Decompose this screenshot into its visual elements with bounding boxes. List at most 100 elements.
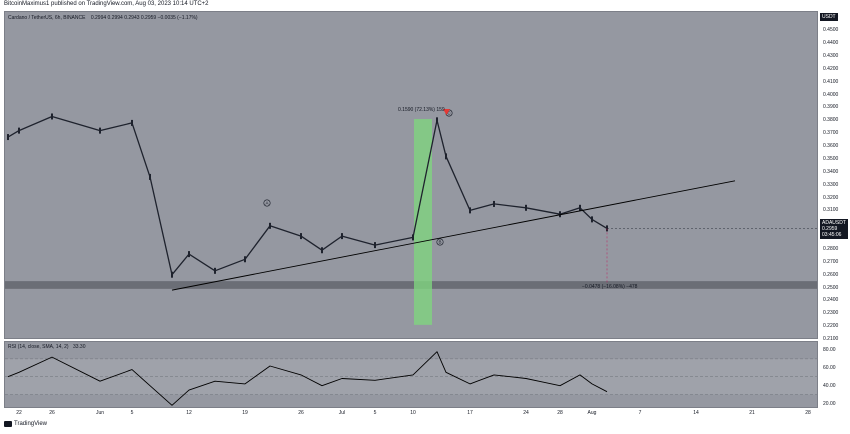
rsi-tick-label: 80.00 bbox=[823, 346, 836, 353]
time-tick-label: 28 bbox=[557, 410, 563, 416]
rsi-axis[interactable]: 80.00 60.00 40.00 20.00 bbox=[818, 341, 848, 408]
price-candle bbox=[269, 222, 271, 229]
price-tick-label: 0.2400 bbox=[823, 297, 839, 304]
price-candle bbox=[7, 134, 9, 141]
price-tick-label: 0.3700 bbox=[823, 130, 839, 137]
rsi-legend-value: 33.30 bbox=[72, 344, 86, 350]
price-axis[interactable]: 0.46000.45000.44000.43000.42000.41000.40… bbox=[818, 11, 848, 342]
price-candle bbox=[445, 153, 447, 160]
time-tick-label: 21 bbox=[749, 410, 755, 416]
price-candle bbox=[559, 211, 561, 218]
rsi-tick-label: 20.00 bbox=[823, 400, 836, 407]
price-tick-label: 0.2200 bbox=[823, 323, 839, 330]
top-marker-arrow bbox=[443, 109, 450, 115]
price-tick-label: 0.2300 bbox=[823, 310, 839, 317]
price-tick-label: 0.3800 bbox=[823, 117, 839, 124]
price-tick-label: 0.4200 bbox=[823, 65, 839, 72]
price-candle bbox=[149, 173, 151, 180]
price-candle bbox=[18, 127, 20, 134]
time-tick-label: 24 bbox=[523, 410, 529, 416]
tradingview-logo-icon bbox=[4, 421, 12, 427]
price-tick-label: 0.3300 bbox=[823, 181, 839, 188]
price-candle bbox=[214, 267, 216, 274]
price-tick-label: 0.4400 bbox=[823, 40, 839, 47]
top-measure-label: 0.1590 (72.13%) 159 bbox=[398, 107, 445, 113]
time-tick-label: 5 bbox=[373, 410, 377, 416]
ohlc-values: 0.2994 0.2994 0.2943 0.2959 −0.0035 (−1.… bbox=[90, 15, 198, 21]
price-tick-label: 0.3400 bbox=[823, 168, 839, 175]
price-candle bbox=[99, 127, 101, 134]
price-candle bbox=[341, 233, 343, 240]
wave-label-text: A bbox=[265, 201, 268, 206]
currency-unit-label: USDT bbox=[820, 13, 838, 21]
bottom-measure-label: −0.0478 (−16.08%) −478 bbox=[582, 284, 638, 290]
ascending-trendline bbox=[171, 180, 736, 291]
time-tick-label: Jul bbox=[338, 410, 346, 416]
time-tick-label: Aug bbox=[587, 410, 597, 416]
time-tick-label: Jun bbox=[95, 410, 105, 416]
price-tick-label: 0.4500 bbox=[823, 27, 839, 34]
time-tick-label: 14 bbox=[693, 410, 699, 416]
symbol-legend: Cardano / TetherUS, 6h, BINANCE 0.2994 0… bbox=[8, 15, 198, 21]
price-candle bbox=[493, 200, 495, 207]
rsi-legend-text: RSI (14, close, SMA, 14, 2) bbox=[8, 344, 69, 350]
price-candle bbox=[469, 207, 471, 214]
price-tick-label: 0.2500 bbox=[823, 284, 839, 291]
bar-countdown: 03:45:06 bbox=[822, 232, 842, 238]
time-tick-label: 26 bbox=[298, 410, 304, 416]
support-zone-band bbox=[5, 281, 817, 289]
current-price-label: ADAUSDT 0.2959 03:45:06 bbox=[820, 219, 848, 239]
wave-label-circle bbox=[263, 199, 271, 207]
price-candle bbox=[51, 113, 53, 120]
price-candle bbox=[525, 204, 527, 211]
price-candle bbox=[171, 271, 173, 278]
wave-label-circle bbox=[436, 238, 444, 246]
price-tick-label: 0.2800 bbox=[823, 245, 839, 252]
price-candle bbox=[591, 216, 593, 223]
price-candle bbox=[374, 242, 376, 249]
price-candle bbox=[321, 247, 323, 254]
time-tick-label: 10 bbox=[410, 410, 416, 416]
time-tick-label: 19 bbox=[242, 410, 248, 416]
time-tick-label: 22 bbox=[16, 410, 22, 416]
time-tick-label: 5 bbox=[130, 410, 134, 416]
price-tick-label: 0.3200 bbox=[823, 194, 839, 201]
symbol-name: Cardano / TetherUS, 6h, BINANCE bbox=[8, 15, 86, 21]
rsi-tick-label: 40.00 bbox=[823, 382, 836, 389]
time-tick-label: 7 bbox=[638, 410, 642, 416]
price-candle bbox=[131, 119, 133, 126]
rsi-legend: RSI (14, close, SMA, 14, 2) 33.30 bbox=[8, 344, 86, 350]
price-tick-label: 0.3500 bbox=[823, 155, 839, 162]
time-axis[interactable]: 22 26 Jun 5 12 19 26 Jul 5 10 17 24 28 Aug 7 14 21 28 bbox=[4, 408, 818, 418]
price-candle bbox=[436, 117, 438, 124]
rsi-tick-label: 60.00 bbox=[823, 364, 836, 371]
price-tick-label: 0.4300 bbox=[823, 53, 839, 60]
footer-brand: TradingView bbox=[14, 421, 48, 427]
price-series-line bbox=[7, 115, 608, 276]
price-tick-label: 0.4100 bbox=[823, 78, 839, 85]
rsi-series-line bbox=[7, 351, 608, 406]
time-tick-label: 12 bbox=[186, 410, 192, 416]
price-tick-label: 0.2700 bbox=[823, 258, 839, 265]
green-breakout-zone bbox=[414, 119, 432, 325]
price-tick-label: 0.3600 bbox=[823, 143, 839, 150]
price-candle bbox=[412, 234, 414, 241]
price-tick-label: 0.2100 bbox=[823, 336, 839, 342]
current-symbol: ADAUSDT bbox=[822, 220, 846, 226]
price-tick-label: 0.3100 bbox=[823, 207, 839, 214]
time-tick-label: 28 bbox=[805, 410, 811, 416]
time-tick-label: 26 bbox=[49, 410, 55, 416]
time-tick-label: 17 bbox=[467, 410, 473, 416]
footer: TradingView bbox=[4, 421, 47, 427]
price-candle bbox=[188, 251, 190, 258]
publisher-header: BitcoinMaximus1 published on TradingView… bbox=[4, 1, 209, 7]
current-price: 0.2959 bbox=[822, 226, 838, 232]
price-candle bbox=[244, 256, 246, 263]
price-tick-label: 0.4000 bbox=[823, 91, 839, 98]
price-candle bbox=[579, 204, 581, 211]
price-tick-label: 0.3900 bbox=[823, 104, 839, 111]
wave-label-text: B bbox=[438, 240, 441, 245]
price-candle bbox=[300, 233, 302, 240]
price-tick-label: 0.2600 bbox=[823, 271, 839, 278]
